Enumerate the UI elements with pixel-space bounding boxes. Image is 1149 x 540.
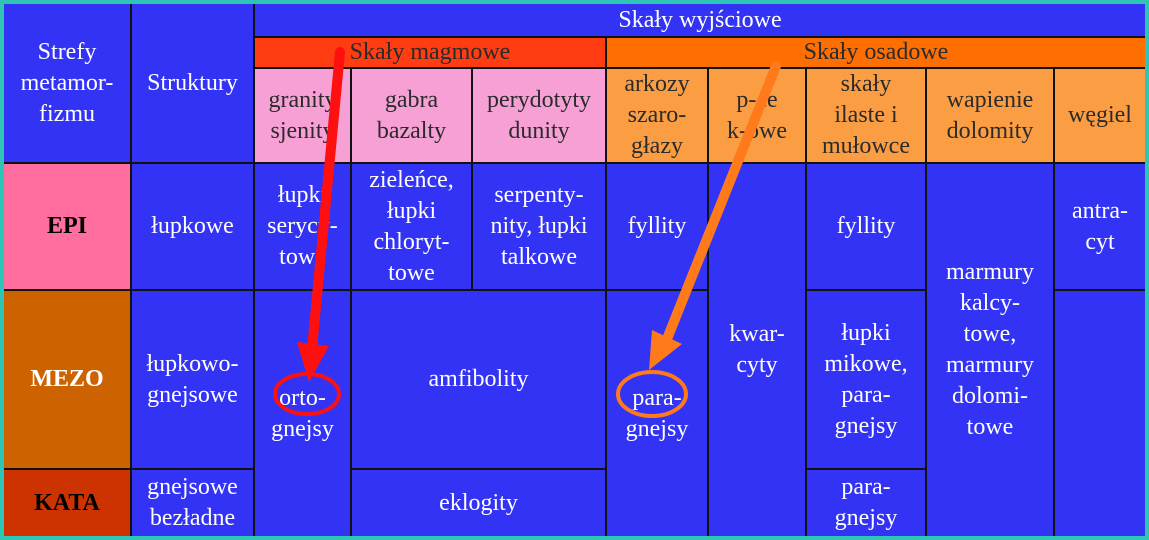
cell-marmury: marmury kalcy- towe, marmury dolomi- tow…	[927, 164, 1053, 536]
rock-piaskowce: p-ce k-owe	[709, 69, 805, 162]
cell-epi-perydotyty: serpenty- nity, łupki talkowe	[473, 164, 605, 289]
header-skaly-osadowe: Skały osadowe	[607, 38, 1145, 67]
structure-epi: łupkowe	[132, 164, 253, 289]
structure-kata: gnejsowe bezładne	[132, 470, 253, 536]
cell-kwarcyty: kwar- cyty	[709, 164, 805, 536]
cell-epi-gabra: zieleńce, łupki chloryt- towe	[352, 164, 471, 289]
cell-wegiel-lower	[1055, 291, 1145, 536]
rock-wegiel: węgiel	[1055, 69, 1145, 162]
rock-gabra: gabra bazalty	[352, 69, 471, 162]
cell-kata-ilaste: para- gnejsy	[807, 470, 925, 536]
header-strefy: Strefy metamor- fizmu	[4, 4, 130, 162]
cell-paragnejsy-arkozy: para- gnejsy	[607, 291, 707, 536]
header-skaly-magmowe: Skały magmowe	[255, 38, 605, 67]
zone-kata: KATA	[4, 470, 130, 536]
rock-granity: granity sjenity	[255, 69, 350, 162]
rock-wapienie: wapienie dolomity	[927, 69, 1053, 162]
rock-ilaste: skały ilaste i mułowce	[807, 69, 925, 162]
rock-arkozy: arkozy szaro- głazy	[607, 69, 707, 162]
header-skaly-wyjsciowe: Skały wyjściowe	[255, 4, 1145, 36]
cell-amfibolity: amfibolity	[352, 291, 605, 468]
cell-epi-ilaste: fyllity	[807, 164, 925, 289]
cell-eklogity: eklogity	[352, 470, 605, 536]
cell-epi-arkozy: fyllity	[607, 164, 707, 289]
cell-epi-wegiel: antra- cyt	[1055, 164, 1145, 289]
structure-mezo: łupkowo- gnejsowe	[132, 291, 253, 468]
cell-epi-granity: łupki serycy- towe	[255, 164, 350, 289]
cell-ortognejsy: orto- gnejsy	[255, 291, 350, 536]
metamorphic-rocks-table: Strefy metamor- fizmu Struktury Skały wy…	[4, 4, 1145, 536]
zone-mezo: MEZO	[4, 291, 130, 468]
zone-epi: EPI	[4, 164, 130, 289]
cell-mezo-ilaste: łupki mikowe, para- gnejsy	[807, 291, 925, 468]
header-struktury: Struktury	[132, 4, 253, 162]
rock-perydotyty: perydotyty dunity	[473, 69, 605, 162]
